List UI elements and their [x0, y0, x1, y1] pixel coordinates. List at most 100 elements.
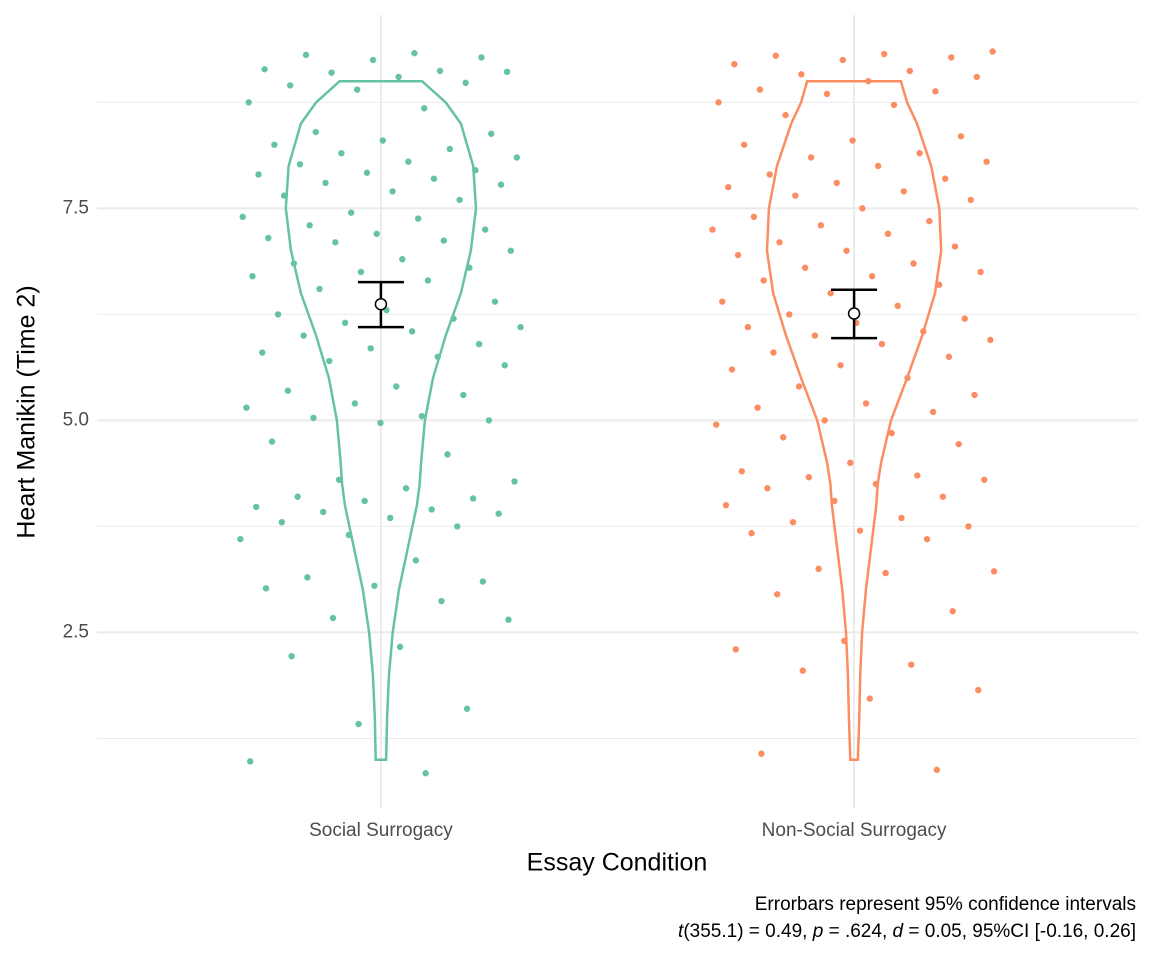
- data-point: [495, 510, 502, 517]
- data-point: [430, 175, 438, 182]
- data-point: [438, 597, 445, 605]
- data-point: [278, 518, 286, 526]
- data-point: [485, 417, 493, 424]
- data-point: [815, 565, 822, 573]
- data-point: [990, 568, 998, 575]
- data-point: [316, 285, 323, 293]
- data-point: [989, 48, 996, 55]
- data-point: [738, 468, 746, 475]
- data-point: [367, 345, 374, 352]
- data-point: [713, 421, 720, 428]
- data-point: [505, 616, 512, 623]
- data-point: [450, 315, 457, 322]
- data-point: [926, 217, 933, 225]
- data-point: [898, 514, 905, 522]
- caption-part: t: [678, 921, 684, 942]
- y-tick-label: 2.5: [63, 621, 89, 642]
- data-point: [865, 77, 872, 85]
- data-point: [908, 661, 915, 668]
- data-point: [387, 514, 394, 522]
- data-point: [983, 158, 990, 165]
- data-point: [393, 383, 400, 390]
- data-point: [503, 68, 511, 76]
- data-point: [288, 652, 295, 660]
- data-point: [782, 111, 789, 119]
- data-point: [440, 237, 447, 244]
- data-point: [977, 268, 984, 276]
- data-point: [399, 256, 406, 263]
- caption-part: (355.1) = 0.49,: [683, 921, 812, 942]
- data-point: [371, 582, 378, 589]
- data-point: [967, 196, 974, 204]
- data-point: [910, 260, 917, 267]
- data-point: [253, 503, 260, 511]
- data-point: [728, 366, 736, 373]
- data-point: [841, 637, 848, 645]
- y-tick-label: 5.0: [63, 409, 89, 430]
- data-point: [971, 391, 978, 399]
- data-point: [981, 476, 988, 483]
- data-point: [345, 531, 353, 539]
- data-point: [957, 133, 965, 140]
- data-point: [511, 478, 518, 485]
- data-point: [414, 215, 422, 222]
- data-point: [764, 485, 771, 492]
- data-point: [268, 438, 276, 445]
- data-point: [347, 209, 355, 216]
- data-point: [987, 336, 994, 344]
- data-point: [750, 213, 758, 221]
- data-point: [760, 277, 767, 284]
- data-point: [859, 205, 866, 212]
- data-point: [472, 167, 479, 174]
- data-point: [338, 150, 345, 157]
- data-point: [833, 179, 840, 187]
- data-point: [801, 264, 809, 271]
- data-point: [807, 154, 815, 161]
- data-point: [831, 497, 838, 505]
- data-point: [481, 226, 489, 233]
- data-point: [965, 523, 972, 530]
- y-tick-label: 7.5: [63, 197, 89, 218]
- caption-part: p: [812, 921, 824, 942]
- data-point: [719, 298, 726, 305]
- data-point: [709, 226, 716, 233]
- data-point: [843, 247, 850, 254]
- data-point: [878, 340, 886, 348]
- mean-point: [374, 297, 388, 311]
- data-point: [326, 357, 333, 365]
- data-point: [914, 472, 921, 479]
- data-point: [513, 154, 521, 161]
- data-point: [884, 230, 892, 238]
- data-point: [811, 332, 819, 339]
- caption-part: = .624,: [823, 921, 892, 942]
- data-point: [320, 508, 327, 516]
- data-point: [961, 315, 968, 322]
- data-point: [389, 188, 396, 195]
- data-point: [890, 101, 898, 109]
- data-point: [923, 535, 931, 543]
- data-point: [715, 99, 722, 106]
- grid: [97, 15, 1138, 808]
- caption-stats: t(355.1) = 0.49, p = .624, d = 0.05, 95%…: [678, 921, 1136, 942]
- data-point: [296, 161, 304, 168]
- data-point: [332, 239, 339, 246]
- caption: Errorbars represent 95% confidence inter…: [755, 894, 1136, 915]
- data-point: [396, 643, 404, 651]
- data-point: [734, 251, 742, 259]
- data-point: [888, 429, 895, 437]
- data-point: [955, 440, 962, 448]
- data-point: [789, 518, 797, 526]
- data-point: [748, 530, 755, 537]
- data-point: [882, 569, 889, 577]
- data-point: [286, 82, 294, 89]
- data-point: [951, 243, 959, 250]
- data-point: [424, 277, 432, 284]
- data-point: [933, 766, 941, 774]
- data-point: [353, 86, 361, 93]
- data-point: [284, 387, 292, 394]
- violin: [284, 79, 478, 761]
- data-point: [456, 196, 463, 204]
- data-point: [766, 171, 773, 178]
- data-point: [351, 400, 359, 407]
- data-point: [900, 188, 907, 195]
